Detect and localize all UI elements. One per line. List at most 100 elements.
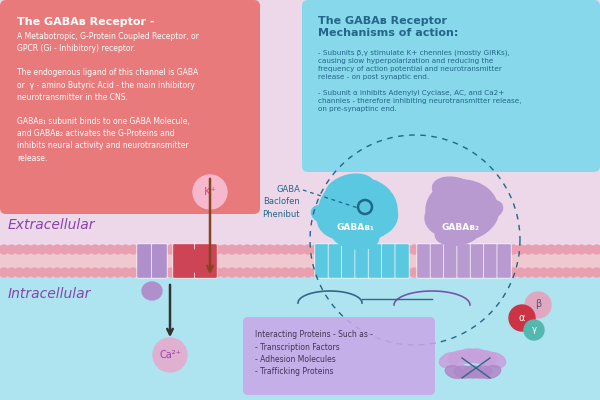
FancyBboxPatch shape: [194, 244, 217, 278]
FancyBboxPatch shape: [395, 244, 409, 278]
Circle shape: [486, 245, 495, 254]
Circle shape: [592, 268, 600, 277]
FancyBboxPatch shape: [368, 244, 382, 278]
Ellipse shape: [433, 177, 479, 207]
Ellipse shape: [187, 250, 203, 272]
FancyBboxPatch shape: [152, 244, 167, 278]
FancyBboxPatch shape: [173, 244, 196, 278]
Text: The GABAʙ Receptor
Mechanisms of action:: The GABAʙ Receptor Mechanisms of action:: [318, 16, 458, 38]
Circle shape: [182, 245, 191, 254]
Circle shape: [554, 268, 563, 277]
FancyBboxPatch shape: [417, 244, 431, 278]
Text: GABAʙ₁: GABAʙ₁: [336, 224, 374, 232]
Circle shape: [380, 268, 389, 277]
Text: K⁺: K⁺: [203, 187, 217, 197]
Text: Extracellular: Extracellular: [8, 218, 95, 232]
Circle shape: [7, 268, 16, 277]
Circle shape: [190, 268, 199, 277]
Circle shape: [235, 245, 244, 254]
Circle shape: [227, 245, 236, 254]
Circle shape: [395, 268, 404, 277]
Text: GABAʙ₂: GABAʙ₂: [441, 224, 479, 232]
Circle shape: [45, 245, 54, 254]
Circle shape: [509, 245, 518, 254]
Ellipse shape: [319, 178, 397, 242]
FancyBboxPatch shape: [0, 245, 600, 277]
Circle shape: [113, 245, 122, 254]
Circle shape: [372, 245, 381, 254]
Circle shape: [250, 268, 259, 277]
Ellipse shape: [454, 366, 474, 378]
Circle shape: [136, 268, 145, 277]
Circle shape: [471, 268, 480, 277]
Ellipse shape: [484, 352, 506, 368]
Circle shape: [334, 268, 343, 277]
Circle shape: [341, 268, 350, 277]
FancyBboxPatch shape: [430, 244, 445, 278]
Circle shape: [524, 268, 533, 277]
Circle shape: [212, 245, 221, 254]
Circle shape: [53, 245, 62, 254]
Circle shape: [356, 245, 366, 254]
Circle shape: [22, 268, 31, 277]
Circle shape: [136, 245, 145, 254]
Circle shape: [83, 268, 92, 277]
Ellipse shape: [142, 282, 162, 300]
Circle shape: [220, 245, 229, 254]
Circle shape: [182, 268, 191, 277]
Circle shape: [402, 268, 412, 277]
Ellipse shape: [439, 352, 461, 368]
Circle shape: [387, 268, 396, 277]
Circle shape: [151, 268, 161, 277]
Circle shape: [448, 245, 457, 254]
Circle shape: [455, 268, 464, 277]
Circle shape: [418, 268, 427, 277]
Text: The GABAʙ Receptor -: The GABAʙ Receptor -: [17, 17, 155, 27]
Circle shape: [440, 268, 449, 277]
Circle shape: [45, 268, 54, 277]
Circle shape: [128, 245, 138, 254]
Circle shape: [547, 245, 556, 254]
Circle shape: [433, 245, 442, 254]
Circle shape: [265, 268, 275, 277]
Circle shape: [349, 245, 358, 254]
Circle shape: [83, 245, 92, 254]
Circle shape: [98, 245, 107, 254]
FancyBboxPatch shape: [315, 244, 329, 278]
Ellipse shape: [446, 192, 498, 234]
Circle shape: [190, 245, 199, 254]
Circle shape: [174, 268, 184, 277]
Circle shape: [30, 245, 39, 254]
Circle shape: [539, 268, 548, 277]
Circle shape: [167, 245, 176, 254]
Ellipse shape: [426, 180, 498, 240]
Circle shape: [440, 245, 449, 254]
Circle shape: [364, 245, 373, 254]
FancyBboxPatch shape: [243, 317, 435, 395]
Circle shape: [14, 268, 24, 277]
Circle shape: [448, 268, 457, 277]
Circle shape: [356, 268, 366, 277]
FancyBboxPatch shape: [328, 244, 343, 278]
Ellipse shape: [463, 366, 483, 378]
Circle shape: [91, 245, 100, 254]
Circle shape: [525, 292, 551, 318]
Circle shape: [296, 245, 305, 254]
Circle shape: [0, 245, 8, 254]
Circle shape: [227, 268, 236, 277]
Circle shape: [516, 268, 526, 277]
Ellipse shape: [435, 218, 481, 246]
Circle shape: [584, 245, 593, 254]
Text: GABA
Baclofen
Phenibut: GABA Baclofen Phenibut: [263, 185, 300, 219]
FancyBboxPatch shape: [497, 244, 511, 278]
FancyBboxPatch shape: [137, 244, 152, 278]
Circle shape: [592, 245, 600, 254]
Ellipse shape: [472, 366, 492, 378]
Circle shape: [372, 268, 381, 277]
Circle shape: [121, 268, 130, 277]
Circle shape: [128, 268, 138, 277]
Circle shape: [37, 268, 47, 277]
Circle shape: [584, 268, 593, 277]
Circle shape: [121, 245, 130, 254]
FancyBboxPatch shape: [302, 0, 600, 172]
